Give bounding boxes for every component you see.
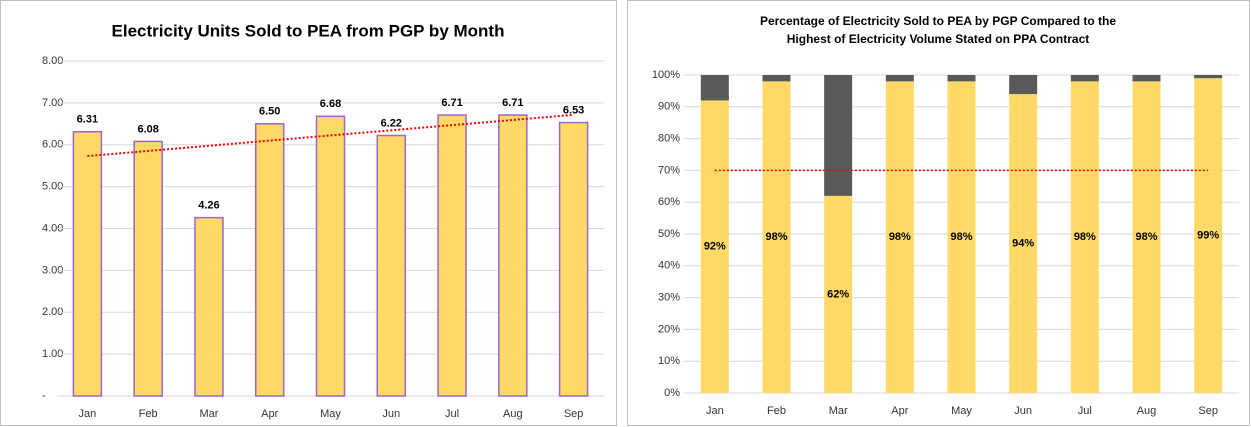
- bar: [315, 115, 346, 397]
- bar: [437, 114, 467, 397]
- x-tick-label: May: [951, 405, 972, 417]
- y-tick-label: 90%: [658, 101, 680, 113]
- y-tick-label: 70%: [658, 164, 680, 176]
- x-tick-label: Mar: [829, 405, 848, 417]
- bar-segment: [1009, 75, 1038, 95]
- bar-segment: [1194, 75, 1223, 79]
- bar-segment: [947, 75, 976, 82]
- chart-title: Percentage of Electricity Sold to PEA by…: [760, 14, 1116, 28]
- data-label: 6.71: [502, 97, 523, 109]
- data-label: 92%: [704, 241, 726, 253]
- x-tick-label: May: [320, 408, 341, 420]
- x-tick-label: Jul: [445, 408, 459, 420]
- bar-segment: [1132, 75, 1161, 82]
- bar: [133, 140, 163, 397]
- y-tick-label: 30%: [658, 292, 680, 304]
- bar-segment: [885, 81, 914, 394]
- x-tick-label: Jul: [1078, 405, 1092, 417]
- x-tick-label: Aug: [1137, 405, 1157, 417]
- y-tick-label: 8.00: [42, 55, 63, 67]
- data-label: 6.31: [77, 114, 98, 126]
- bar-segment: [947, 81, 976, 394]
- y-tick-label: 7.00: [42, 97, 63, 109]
- data-label: 62%: [827, 288, 849, 300]
- x-tick-label: Feb: [139, 408, 158, 420]
- y-tick-label: 6.00: [42, 139, 63, 151]
- data-label: 6.50: [259, 106, 280, 118]
- bar: [72, 131, 103, 397]
- y-tick-label: 20%: [658, 323, 680, 335]
- chart-title: Electricity Units Sold to PEA from PGP b…: [112, 21, 505, 40]
- y-tick-label: 50%: [658, 228, 680, 240]
- bar-segment: [700, 100, 729, 393]
- y-tick-label: 0%: [664, 387, 680, 399]
- y-tick-label: 4.00: [42, 222, 63, 234]
- bar-segment: [762, 81, 791, 394]
- bar-segment: [824, 75, 853, 196]
- data-label: 6.71: [441, 97, 462, 109]
- x-tick-label: Jun: [382, 408, 400, 420]
- bar-segment: [1009, 94, 1038, 393]
- y-tick-label: 40%: [658, 260, 680, 272]
- x-tick-label: Jan: [706, 405, 724, 417]
- x-tick-label: Jun: [1014, 405, 1032, 417]
- y-tick-label: 60%: [658, 196, 680, 208]
- y-tick-label: 2.00: [42, 306, 63, 318]
- y-tick-label: 80%: [658, 133, 680, 145]
- x-tick-label: Feb: [767, 405, 786, 417]
- bar-segment: [1194, 78, 1223, 394]
- bar: [194, 216, 224, 397]
- data-label: 4.26: [198, 200, 219, 212]
- bar: [376, 134, 407, 397]
- data-label: 6.68: [320, 98, 341, 110]
- bar-segment: [700, 75, 729, 101]
- chart-title: Highest of Electricity Volume Stated on …: [787, 32, 1090, 46]
- bar-segment: [1132, 81, 1161, 394]
- y-tick-label: -: [42, 390, 46, 402]
- x-tick-label: Aug: [503, 408, 523, 420]
- data-label: 98%: [950, 231, 972, 243]
- bar-segment: [762, 75, 791, 82]
- x-tick-label: Sep: [1198, 405, 1218, 417]
- bar-segment: [1070, 75, 1099, 82]
- x-tick-label: Sep: [564, 408, 584, 420]
- data-label: 98%: [1074, 231, 1096, 243]
- bar-segment: [885, 75, 914, 82]
- x-tick-label: Jan: [79, 408, 97, 420]
- bar-segment: [824, 195, 853, 393]
- x-tick-label: Mar: [199, 408, 218, 420]
- y-tick-label: 10%: [658, 355, 680, 367]
- data-label: 6.53: [563, 104, 584, 116]
- y-tick-label: 5.00: [42, 181, 63, 193]
- data-label: 94%: [1012, 237, 1034, 249]
- data-label: 6.08: [137, 123, 158, 135]
- bar: [558, 121, 589, 397]
- data-label: 6.22: [381, 117, 402, 129]
- x-tick-label: Apr: [261, 408, 278, 420]
- trendline: [87, 113, 574, 158]
- bar: [254, 123, 285, 397]
- y-tick-label: 3.00: [42, 264, 63, 276]
- bar-segment: [1070, 81, 1099, 394]
- bar: [498, 114, 528, 397]
- data-label: 98%: [889, 231, 911, 243]
- y-tick-label: 100%: [652, 69, 680, 81]
- data-label: 98%: [1135, 231, 1157, 243]
- data-label: 99%: [1197, 229, 1219, 241]
- x-tick-label: Apr: [891, 405, 908, 417]
- data-label: 98%: [765, 231, 787, 243]
- y-tick-label: 1.00: [42, 348, 63, 360]
